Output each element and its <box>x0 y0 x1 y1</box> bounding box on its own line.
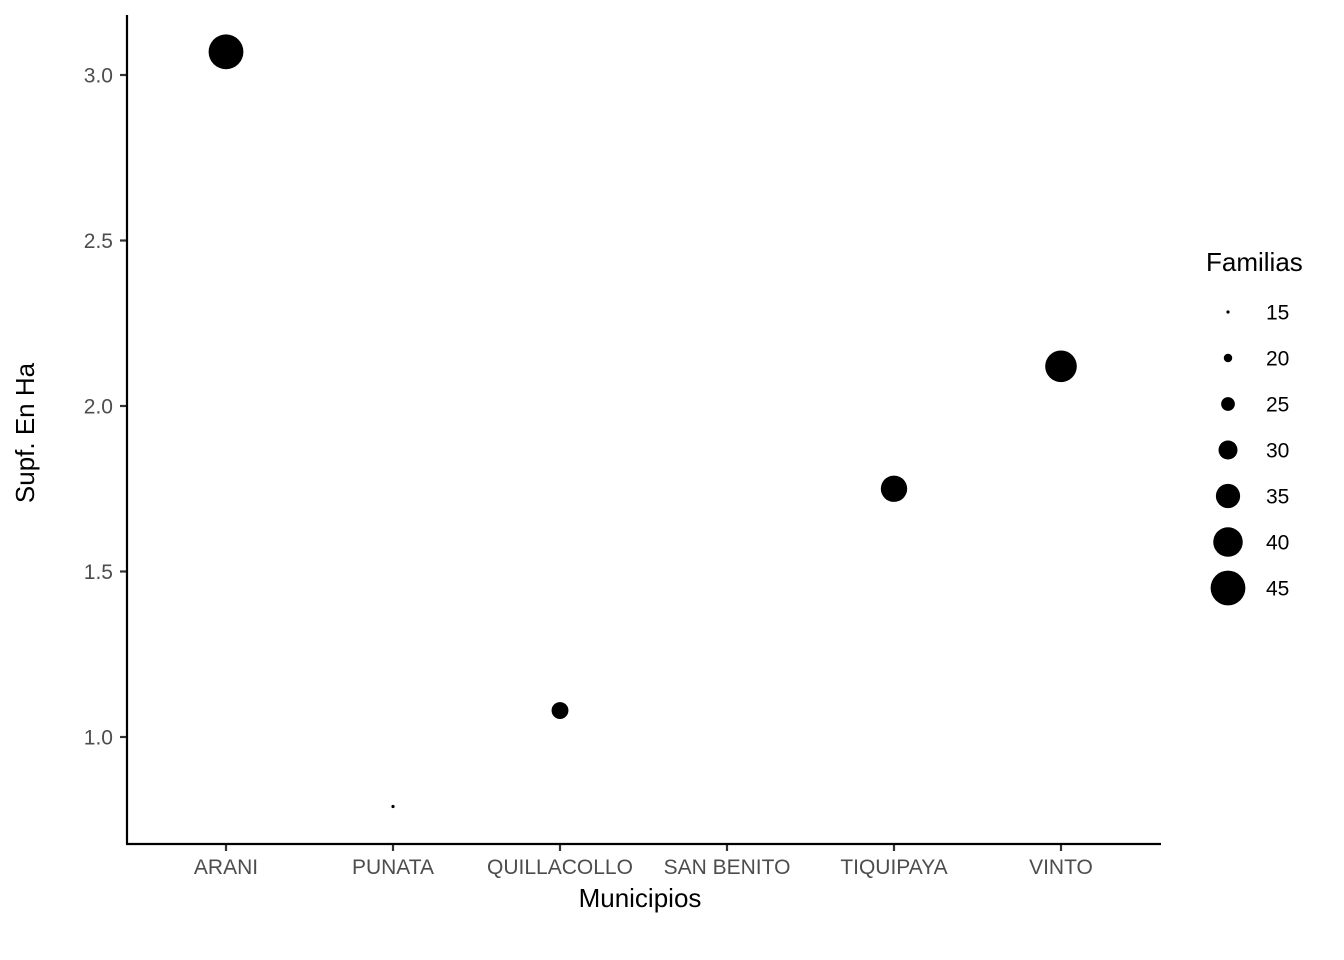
data-point <box>391 804 395 809</box>
x-axis-ticks: ARANI PUNATA QUILLACOLLO SAN BENITO TIQUIPAY… <box>194 844 1093 879</box>
legend-label: 35 <box>1266 486 1289 509</box>
y-axis-ticks: 1.0 1.5 2.0 2.5 3.0 <box>84 65 127 750</box>
legend-label: 30 <box>1266 440 1289 463</box>
data-point <box>208 34 244 70</box>
data-point <box>551 702 569 719</box>
x-axis-title: Municipios <box>579 883 702 913</box>
y-tick-label: 1.5 <box>84 561 113 584</box>
legend-label: 25 <box>1266 394 1289 417</box>
x-tick-label: PUNATA <box>352 856 434 879</box>
legend-key <box>1221 397 1235 411</box>
legend-label: 20 <box>1266 348 1289 371</box>
data-points <box>208 34 1077 809</box>
y-tick-label: 3.0 <box>84 65 113 88</box>
y-axis-title: Supf. En Ha <box>10 362 40 503</box>
legend-key <box>1213 527 1243 557</box>
y-tick-label: 2.5 <box>84 230 113 253</box>
y-tick-label: 2.0 <box>84 396 113 419</box>
x-tick-label: ARANI <box>194 856 258 879</box>
x-tick-label: VINTO <box>1029 856 1093 879</box>
data-point <box>1045 350 1077 383</box>
legend-label: 40 <box>1266 532 1289 555</box>
data-point <box>880 475 908 502</box>
legend-title: Familias <box>1206 247 1303 277</box>
legend-key <box>1223 353 1233 363</box>
legend-key <box>1215 483 1241 509</box>
x-tick-label: QUILLACOLLO <box>487 856 633 879</box>
x-tick-label: SAN BENITO <box>664 856 791 879</box>
legend-key <box>1218 440 1238 460</box>
legend-label: 45 <box>1266 578 1289 601</box>
x-tick-label: TIQUIPAYA <box>840 856 947 879</box>
size-legend: Familias 15 20 25 30 35 40 45 <box>1206 247 1303 606</box>
y-tick-label: 1.0 <box>84 727 113 750</box>
legend-key <box>1210 570 1246 606</box>
legend-key <box>1226 310 1230 314</box>
legend-label: 15 <box>1266 302 1289 325</box>
